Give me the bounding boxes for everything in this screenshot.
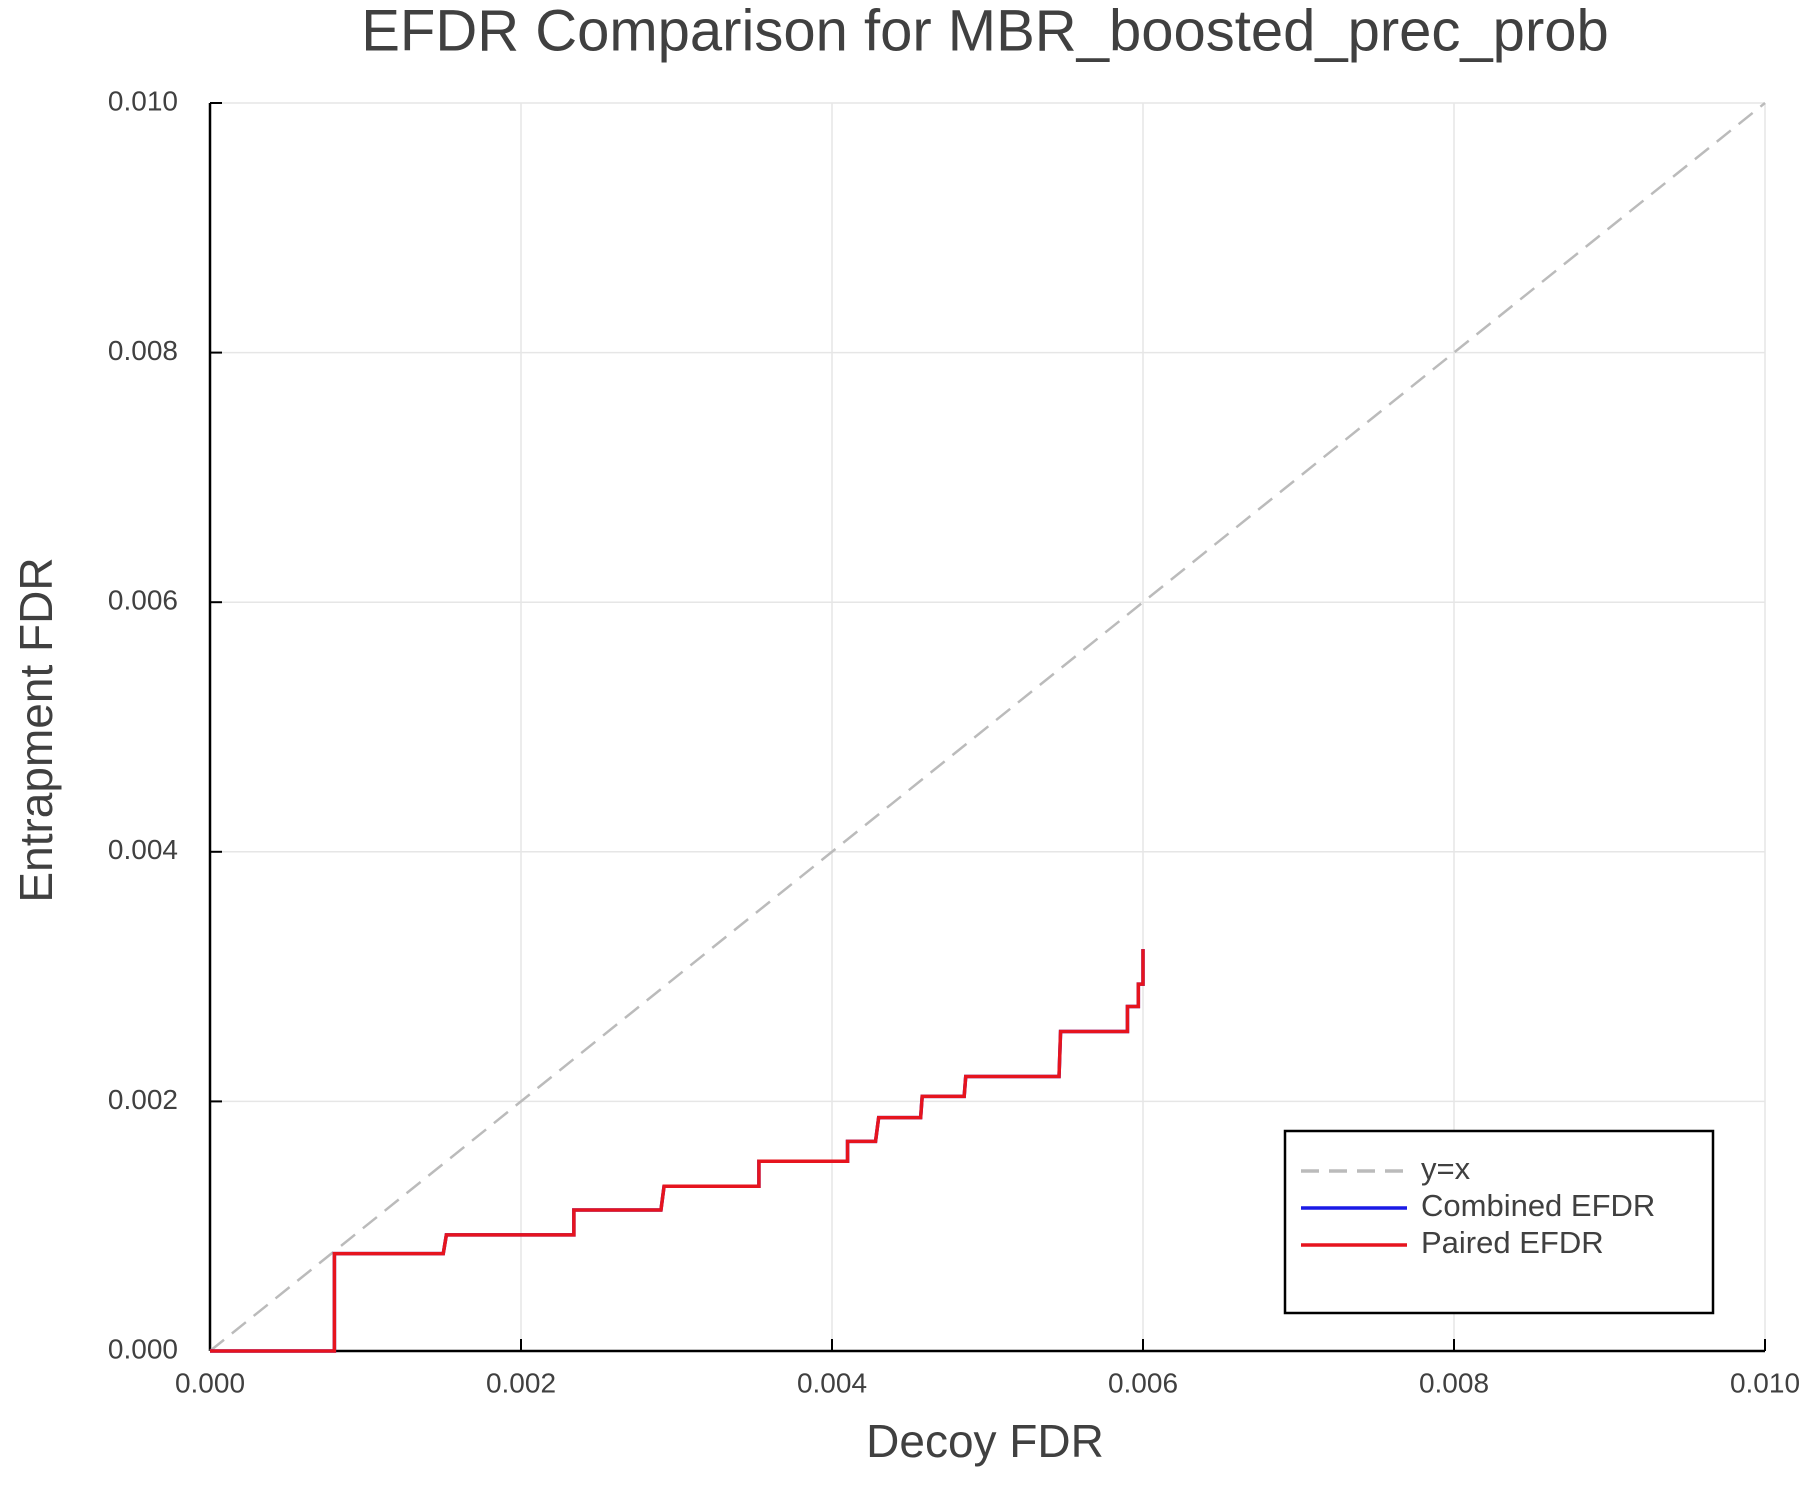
y-tick-label: 0.002 — [108, 1084, 178, 1115]
y-axis-label: Entrapment FDR — [10, 557, 62, 902]
x-tick-label: 0.006 — [1108, 1367, 1178, 1398]
legend-box — [1283, 1129, 1715, 1315]
line-series — [210, 949, 1145, 1353]
chart-title: EFDR Comparison for MBR_boosted_prec_pro… — [361, 0, 1609, 63]
x-tick-label: 0.000 — [175, 1367, 245, 1398]
legend-label: Combined EFDR — [1421, 1188, 1655, 1223]
line-series — [210, 949, 1145, 1353]
y-tick-label: 0.008 — [108, 335, 178, 366]
x-tick-label: 0.010 — [1730, 1367, 1800, 1398]
y-tick-label: 0.004 — [108, 834, 178, 865]
x-tick-label: 0.002 — [486, 1367, 556, 1398]
legend-label: Paired EFDR — [1421, 1225, 1604, 1260]
x-axis-label: Decoy FDR — [866, 1415, 1104, 1467]
line-series — [209, 102, 1766, 1352]
x-tick-label: 0.008 — [1419, 1367, 1489, 1398]
y-tick-label: 0.000 — [108, 1333, 178, 1364]
y-tick-label: 0.006 — [108, 585, 178, 616]
y-tick-label: 0.010 — [108, 85, 178, 116]
x-tick-label: 0.004 — [797, 1367, 867, 1398]
legend-label: y=x — [1421, 1151, 1471, 1186]
